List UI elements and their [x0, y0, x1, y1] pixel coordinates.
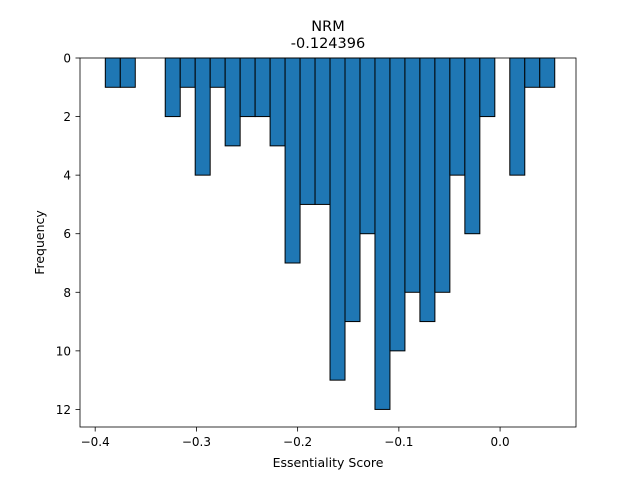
bars-group: [104, 57, 556, 410]
histogram-bar-21: [419, 57, 436, 323]
histogram-bar-9: [239, 57, 256, 118]
histogram-bar-13: [299, 57, 316, 205]
histogram-bar-6: [194, 57, 211, 176]
x-tick-label-2: −0.2: [283, 435, 312, 449]
histogram-bar-23: [449, 57, 466, 176]
histogram-bar-25: [479, 57, 496, 118]
x-axis-label: Essentiality Score: [273, 455, 384, 470]
y-axis-ticks: 0 2 4 6 8 10 12: [56, 52, 80, 417]
histogram-bar-7: [209, 57, 226, 88]
y-tick-label-6: 12: [56, 403, 71, 417]
histogram-bar-12: [284, 57, 301, 264]
y-axis-label: Frequency: [32, 210, 47, 275]
x-tick-label-0: −0.4: [81, 435, 110, 449]
histogram-bar-14: [314, 57, 331, 205]
y-tick-label-4: 8: [63, 286, 71, 300]
histogram-bar-5: [179, 57, 196, 88]
histogram-bar-8: [224, 57, 241, 147]
histogram-bar-20: [404, 57, 421, 293]
y-tick-label-1: 2: [63, 110, 71, 124]
plot-area-frame: [79, 57, 577, 428]
histogram-bar-29: [539, 57, 556, 88]
histogram-bar-0: [104, 57, 121, 88]
histogram-bar-1: [119, 57, 136, 88]
histogram-bar-15: [329, 57, 346, 381]
histogram-bar-4: [164, 57, 181, 118]
histogram-bar-22: [434, 57, 451, 293]
histogram-bar-16: [344, 57, 361, 323]
x-tick-label-4: 0.0: [491, 435, 510, 449]
y-tick-label-5: 10: [56, 344, 71, 358]
histogram-bar-27: [509, 57, 526, 176]
x-axis-ticks: −0.4 −0.3 −0.2 −0.1 0.0: [81, 427, 510, 449]
x-tick-label-3: −0.1: [384, 435, 413, 449]
y-tick-label-3: 6: [63, 227, 71, 241]
histogram-bar-24: [464, 57, 481, 235]
chart-subtitle: -0.124396: [291, 36, 365, 52]
histogram-bar-28: [524, 57, 541, 88]
histogram-bar-11: [269, 57, 286, 147]
y-tick-label-0: 0: [63, 52, 71, 66]
chart-title: NRM: [311, 19, 344, 35]
y-tick-label-2: 4: [63, 169, 71, 183]
histogram-bar-17: [359, 57, 376, 235]
histogram-bar-19: [389, 57, 406, 352]
x-tick-label-1: −0.3: [182, 435, 211, 449]
histogram-bar-18: [374, 57, 391, 410]
histogram-bar-10: [254, 57, 271, 118]
